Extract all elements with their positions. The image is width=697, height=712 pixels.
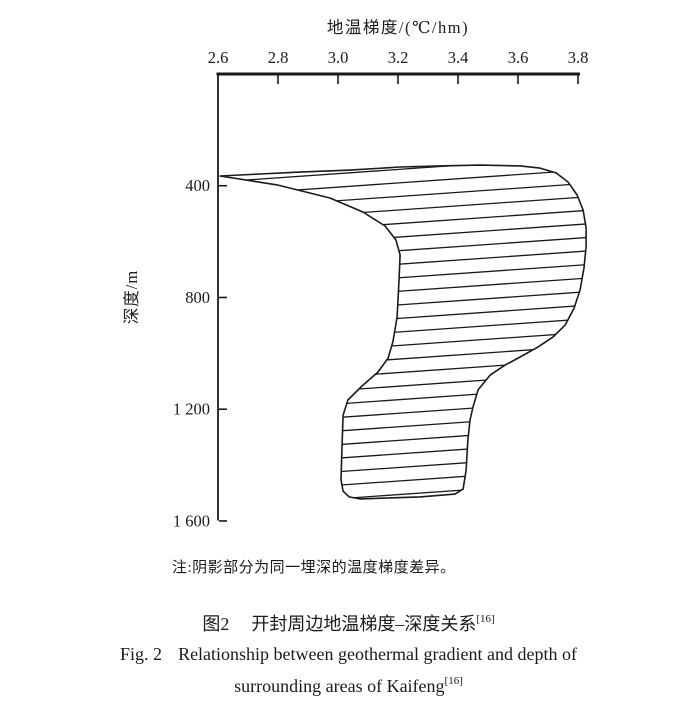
reference-superscript: [16] (444, 675, 463, 687)
y-tick-label: 800 (185, 288, 210, 307)
geothermal-gradient-depth-chart: 2.6 2.8 3.0 3.2 3.4 3.6 3.8 400 800 1 200 1 600 地温梯… (122, 18, 589, 530)
x-tick-label: 3.8 (568, 48, 589, 67)
hatch-lines (220, 165, 587, 499)
figure-caption-en-line2: surrounding areas of Kaifeng[16] (0, 675, 697, 697)
figure-number-en: Fig. 2 (120, 644, 163, 664)
figure-caption-zh: 图2 开封周边地温梯度–深度关系[16] (0, 610, 697, 636)
figure-caption-en-line1: Fig. 2 Relationship between geothermal gr… (0, 644, 697, 665)
figure-title-en-line1: Relationship between geothermal gradient… (178, 644, 577, 664)
reference-superscript: [16] (476, 613, 495, 625)
x-tick-label: 3.0 (328, 48, 349, 67)
x-tick-label: 3.2 (388, 48, 409, 67)
figure-title-zh: 开封周边地温梯度–深度关系 (251, 614, 477, 634)
y-tick-label: 1 600 (173, 511, 210, 530)
x-tick-label: 3.6 (508, 48, 529, 67)
x-tick-label: 2.8 (268, 48, 289, 67)
gradient-band-outline (219, 164, 587, 500)
x-tick-label: 3.4 (448, 48, 469, 67)
y-tick-label: 1 200 (173, 400, 210, 419)
x-tick-label: 2.6 (208, 48, 229, 67)
figure-title-en-line2: surrounding areas of Kaifeng (234, 676, 445, 696)
figure-note: 注:阴影部分为同一埋深的温度梯度差异。 (172, 560, 456, 576)
y-axis-title: 深度/m (122, 270, 141, 324)
y-tick-label: 400 (185, 176, 210, 195)
figure-number-zh: 图2 (202, 614, 230, 634)
x-axis-title: 地温梯度/(℃/hm) (327, 18, 469, 37)
